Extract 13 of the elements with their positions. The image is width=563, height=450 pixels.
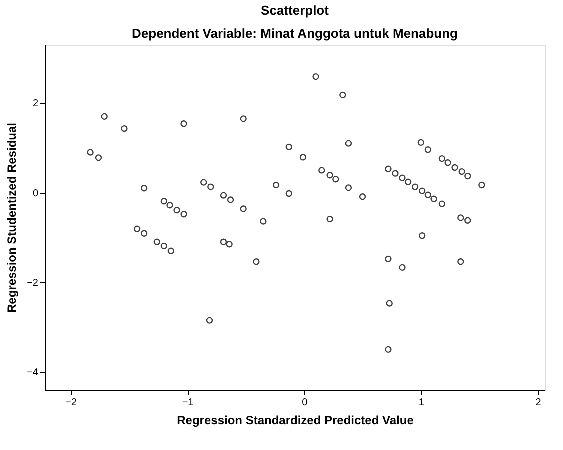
y-tick-label: 0 [32,188,39,200]
y-tick-label: −2 [27,278,39,289]
x-tick-label: 0 [302,398,308,408]
x-tick-label: −1 [182,398,194,408]
y-tick-label: −4 [27,368,39,379]
x-tick-label: 2 [536,398,542,408]
y-axis-title: Regression Studentized Residual [5,122,20,314]
y-tick-label: 2 [32,98,39,110]
chart-title: Scatterplot [261,3,330,18]
x-tick-label: −2 [66,398,78,408]
chart-subtitle: Dependent Variable: Minat Anggota untuk Menabung [132,26,458,41]
x-axis-title: Regression Standardized Predicted Value [177,414,414,428]
x-tick-label: 1 [418,398,425,408]
